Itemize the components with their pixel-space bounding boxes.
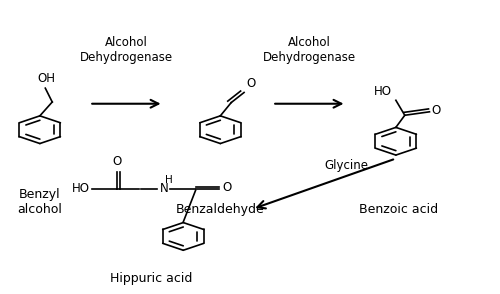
Text: O: O (113, 155, 122, 168)
Text: HO: HO (374, 85, 392, 98)
Text: Glycine: Glycine (324, 159, 368, 172)
Text: OH: OH (38, 72, 56, 85)
Text: HO: HO (72, 182, 90, 195)
Text: Hippuric acid: Hippuric acid (110, 273, 192, 285)
Text: Alcohol
Dehydrogenase: Alcohol Dehydrogenase (263, 36, 356, 64)
Text: O: O (246, 77, 256, 90)
Text: O: O (222, 181, 232, 194)
Text: N: N (160, 182, 168, 195)
Text: H: H (165, 175, 173, 185)
Text: Benzyl
alcohol: Benzyl alcohol (18, 188, 62, 216)
Text: Benzaldehyde: Benzaldehyde (176, 203, 264, 216)
Text: Alcohol
Dehydrogenase: Alcohol Dehydrogenase (80, 36, 173, 64)
Text: O: O (431, 104, 440, 117)
Text: Benzoic acid: Benzoic acid (359, 203, 438, 216)
